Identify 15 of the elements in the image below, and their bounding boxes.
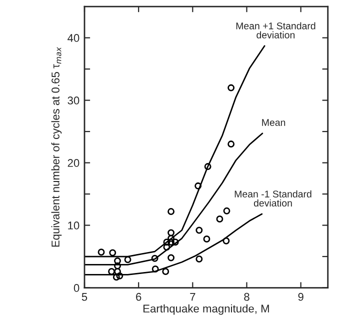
y-tick-label: 40: [68, 34, 80, 42]
x-tick-label: 8: [244, 292, 250, 301]
x-tick-label: 9: [298, 292, 304, 301]
y-tick-label: 0: [74, 284, 80, 292]
x-tick-label: 5: [82, 293, 88, 301]
annotation: Mean: [262, 119, 286, 126]
y-axis-title: Equivalent number of cycles at 0.65 τ$_{max}$: [51, 46, 62, 247]
y-tick-label: 10: [68, 222, 80, 230]
y-tick-label: 30: [68, 96, 80, 104]
annotation: Mean +1 Standard deviation: [236, 22, 316, 38]
annotation: Mean -1 Standard deviation: [234, 190, 312, 207]
x-tick-label: 6: [136, 292, 142, 301]
x-tick-label: 7: [190, 293, 196, 301]
x-axis-title: Earthquake magnitude, M: [143, 304, 269, 315]
y-tick-label: 20: [68, 159, 80, 167]
